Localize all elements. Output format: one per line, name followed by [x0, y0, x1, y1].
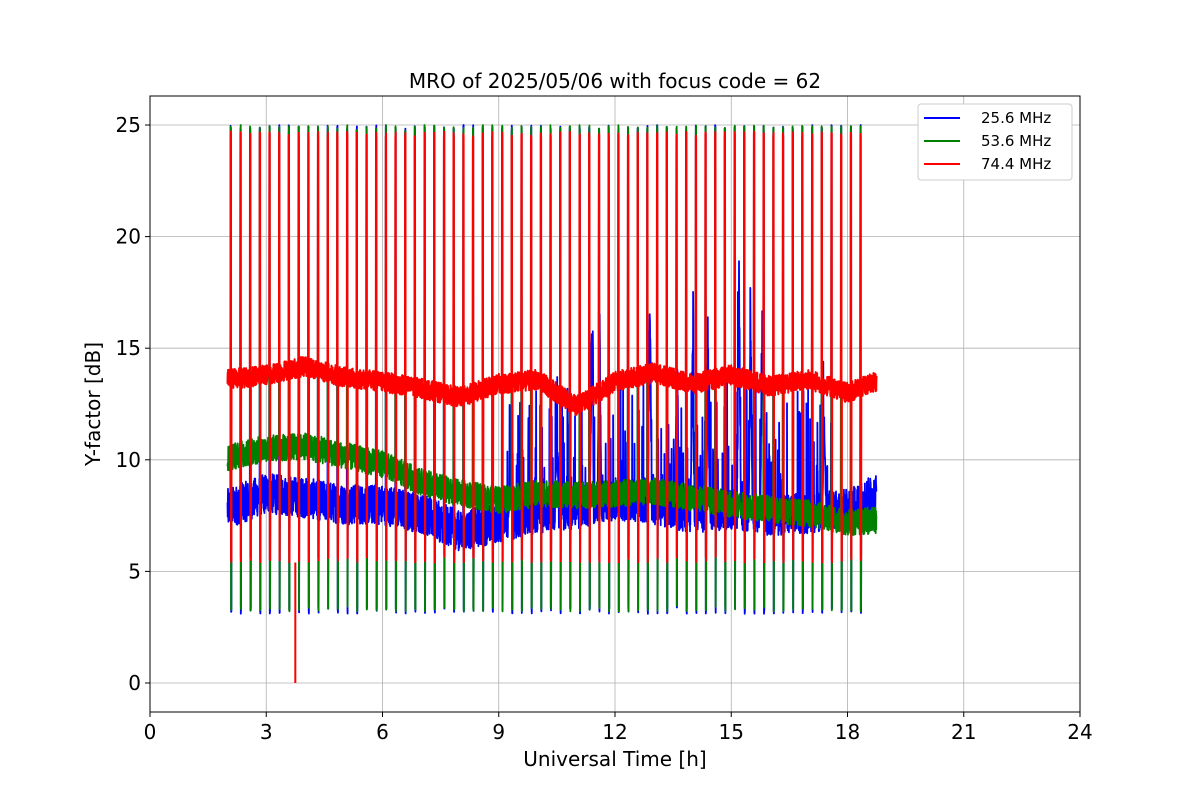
x-tick-label: 3	[260, 720, 273, 744]
x-tick-label: 21	[951, 720, 976, 744]
y-tick-label: 0	[128, 671, 141, 695]
chart-title: MRO of 2025/05/06 with focus code = 62	[409, 69, 821, 93]
y-tick-label: 5	[128, 559, 141, 583]
x-tick-label: 18	[835, 720, 860, 744]
x-tick-label: 12	[602, 720, 627, 744]
legend-label-74-4: 74.4 MHz	[981, 155, 1051, 173]
x-tick-label: 9	[492, 720, 505, 744]
x-axis-label: Universal Time [h]	[523, 747, 706, 771]
legend-label-25-6: 25.6 MHz	[981, 109, 1051, 127]
x-tick-label: 24	[1067, 720, 1092, 744]
x-tick-label: 15	[719, 720, 744, 744]
y-axis-label: Y-factor [dB]	[81, 342, 105, 467]
series-line-744	[226, 130, 878, 564]
series-layer	[226, 124, 878, 683]
x-tick-label: 0	[144, 720, 157, 744]
y-tick-label: 25	[116, 113, 141, 137]
y-tick-label: 15	[116, 336, 141, 360]
legend: 25.6 MHz 53.6 MHz 74.4 MHz	[917, 103, 1073, 181]
legend-label-53-6: 53.6 MHz	[981, 132, 1051, 150]
legend-box	[917, 103, 1073, 181]
y-tick-label: 20	[116, 225, 141, 249]
x-tick-label: 6	[376, 720, 389, 744]
ticks: 0 3 6 9 12 15 18 21 24 0 5 10 15 20 25	[116, 113, 1093, 744]
grid	[149, 96, 1081, 712]
y-tick-label: 10	[116, 448, 141, 472]
